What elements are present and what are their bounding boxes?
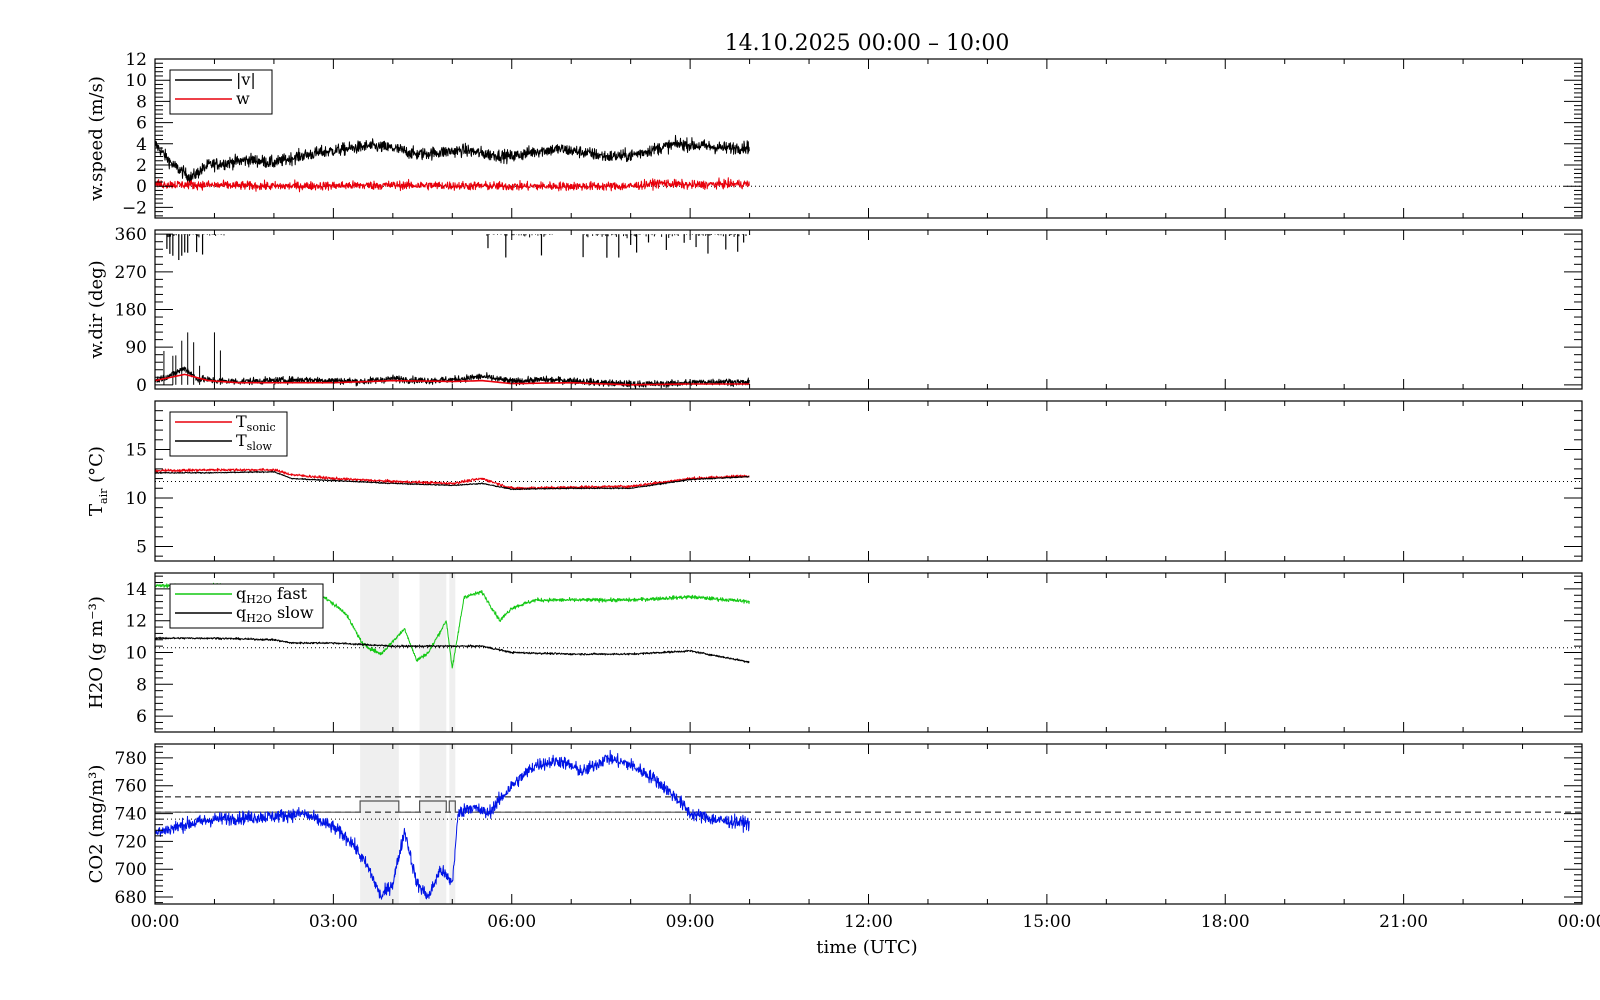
- y-tick-label: 680: [115, 888, 147, 908]
- shaded-interval: [419, 573, 447, 732]
- series-line-w: [155, 177, 750, 193]
- series-line-dir-smooth: [155, 373, 750, 386]
- y-tick-label: 10: [125, 71, 147, 91]
- legend-label: |v|: [236, 70, 256, 89]
- y-axis-label: CO2 (mg/m³): [86, 765, 107, 884]
- shaded-interval: [449, 744, 456, 904]
- x-tick-label: 18:00: [1201, 912, 1250, 932]
- series-line-t-sonic: [155, 467, 750, 491]
- y-tick-label: 700: [115, 860, 147, 880]
- series-line-t-slow: [155, 470, 750, 491]
- y-tick-label: 0: [136, 376, 147, 396]
- panel-frame: [154, 58, 1583, 219]
- panel-5: 680 700 720 740 760 780 CO2 (mg/m³): [86, 743, 1583, 908]
- y-tick-label: 15: [125, 440, 147, 460]
- y-axis-label: w.speed (m/s): [86, 76, 107, 201]
- legend-label: qH2O slow: [236, 603, 314, 625]
- x-axis-tick-labels: 00:00 03:00 06:00 09:00 12:00 15:00 18:00 21:00…: [131, 912, 1600, 932]
- y-tick-label: 5: [136, 537, 147, 557]
- y-tick-label: 6: [136, 707, 147, 727]
- legend-label: w: [236, 89, 250, 108]
- y-tick-label: 360: [115, 225, 147, 245]
- x-tick-label: 03:00: [309, 912, 358, 932]
- x-tick-label: 00:00: [1558, 912, 1600, 932]
- x-axis-label: time (UTC): [816, 937, 917, 958]
- direction-wrap-band: [161, 234, 751, 239]
- y-tick-label: 180: [115, 301, 147, 321]
- y-tick-label: 0: [136, 177, 147, 197]
- series-line--v-: [155, 134, 750, 184]
- valve-step-line: [155, 800, 750, 813]
- y-tick-label: 90: [125, 338, 147, 358]
- legend: |v|w: [169, 69, 273, 115]
- y-tick-label: 270: [115, 263, 147, 283]
- x-tick-label: 00:00: [131, 912, 180, 932]
- legend-label: Tsonic: [236, 412, 276, 434]
- chart-title: 14.10.2025 00:00 – 10:00: [725, 31, 1010, 56]
- legend-label: qH2O fast: [236, 584, 308, 606]
- panel-frame: [154, 229, 1583, 390]
- y-tick-label: 760: [115, 777, 147, 797]
- y-tick-label: 740: [115, 805, 147, 825]
- shaded-interval: [449, 573, 456, 732]
- y-tick-label: 6: [136, 114, 147, 134]
- y-tick-label: 14: [125, 580, 147, 600]
- y-axis-label: H2O (g m⁻³): [86, 596, 107, 709]
- series-line-dir: [155, 366, 750, 389]
- x-tick-label: 15:00: [1022, 912, 1071, 932]
- y-tick-label: 10: [125, 644, 147, 664]
- x-tick-label: 12:00: [844, 912, 893, 932]
- y-axis-label: Tair (°C): [86, 446, 110, 516]
- series-line-q-h2o-slow: [155, 636, 750, 664]
- series-line-co2: [155, 749, 750, 900]
- y-axis-label: w.dir (deg): [86, 260, 107, 358]
- shaded-interval: [419, 744, 447, 904]
- shaded-interval: [360, 744, 399, 904]
- y-tick-label: 10: [125, 489, 147, 509]
- x-tick-label: 09:00: [666, 912, 715, 932]
- y-tick-label: 780: [115, 749, 147, 769]
- y-tick-label: −2: [122, 198, 147, 218]
- y-tick-label: 12: [125, 50, 147, 70]
- y-tick-label: 4: [136, 135, 147, 155]
- x-tick-label: 21:00: [1379, 912, 1428, 932]
- legend-label: Tslow: [236, 431, 272, 453]
- y-tick-label: 8: [136, 92, 147, 112]
- panel-2: 0 90 180 270 360 w.dir (deg): [86, 225, 1583, 396]
- x-tick-label: 06:00: [487, 912, 536, 932]
- y-tick-label: 720: [115, 832, 147, 852]
- y-tick-label: 12: [125, 612, 147, 632]
- y-tick-label: 2: [136, 156, 147, 176]
- y-tick-label: 8: [136, 675, 147, 695]
